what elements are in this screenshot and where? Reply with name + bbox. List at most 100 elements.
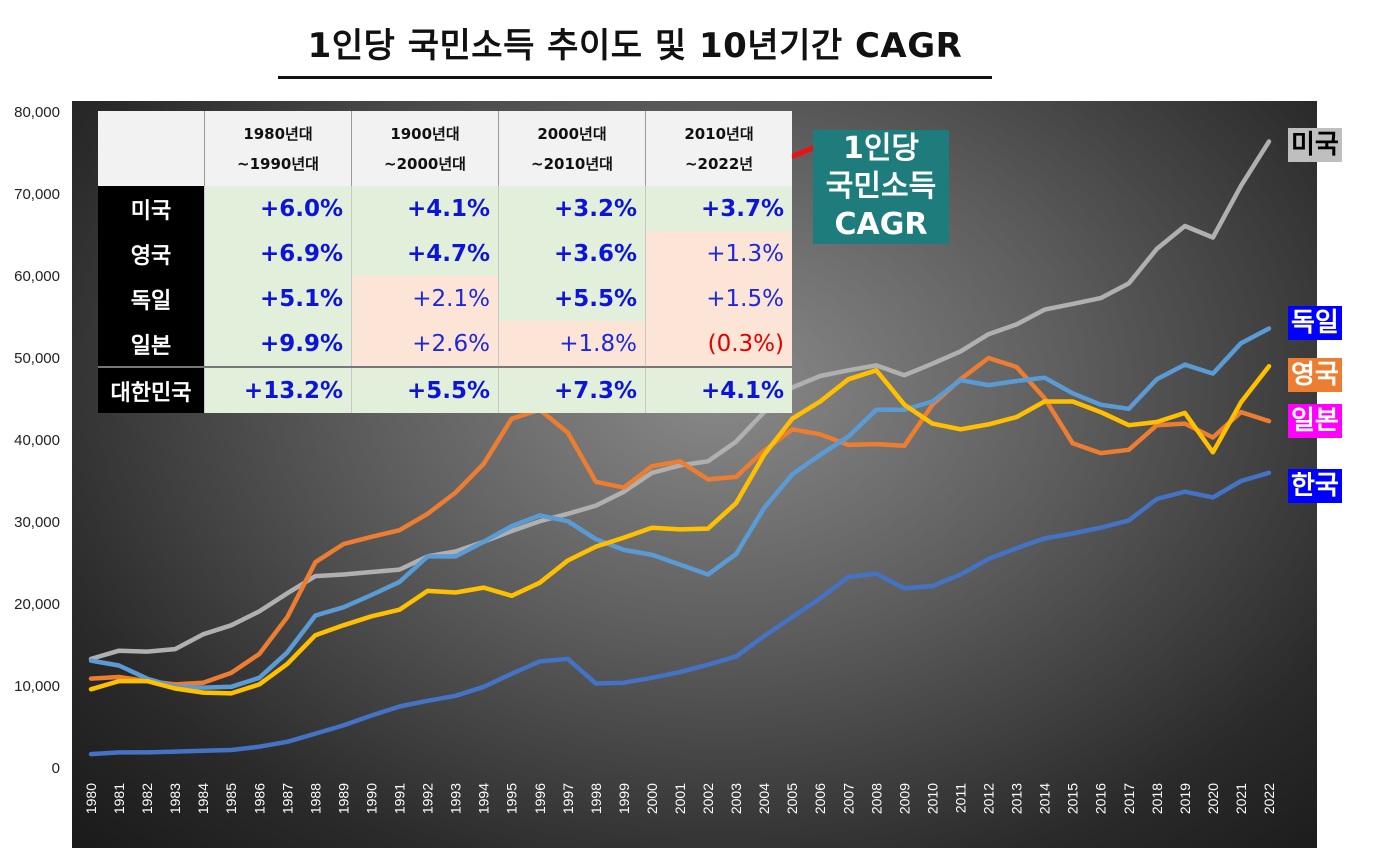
x-tick-label: 1986 (251, 783, 267, 814)
x-tick-label: 2009 (896, 783, 912, 814)
end-label-us: 미국 (1288, 128, 1342, 162)
annotation-line: 국민소득 (825, 169, 937, 204)
header-line: ~2010년대 (531, 154, 613, 173)
x-tick-label: 2001 (672, 783, 688, 814)
table-header-cell: 2010년대 ~2022년 (645, 111, 792, 186)
header-line: ~2000년대 (384, 154, 466, 173)
y-tick-label: 60,000 (14, 268, 60, 285)
table-header-cell: 1980년대 ~1990년대 (204, 111, 352, 186)
y-tick-label: 70,000 (14, 186, 60, 203)
table-cell: +7.3% (498, 366, 646, 413)
x-tick-label: 1988 (307, 783, 323, 814)
x-tick-label: 2020 (1205, 783, 1221, 814)
x-tick-label: 2010 (924, 783, 940, 814)
table-cell: +5.5% (351, 366, 499, 413)
series-lines (88, 139, 1272, 757)
title-underline (278, 76, 992, 79)
x-tick-label: 1981 (111, 783, 127, 814)
x-tick-label: 2012 (981, 783, 997, 814)
x-tick-label: 1998 (588, 783, 604, 814)
table-cell: (0.3%) (645, 321, 792, 367)
x-tick-label: 1992 (420, 783, 436, 814)
x-tick-label: 2007 (840, 783, 856, 814)
end-label-korea: 한국 (1288, 469, 1342, 503)
x-tick-label: 2004 (756, 783, 772, 814)
row-label: 독일 (98, 276, 205, 321)
x-tick-label: 2016 (1093, 783, 1109, 814)
table-header-row: 1980년대 ~1990년대 1900년대 ~2000년대 2000년대 ~2010년… (98, 111, 792, 186)
table-cell: +5.5% (498, 276, 646, 321)
table-cell: +4.7% (351, 231, 499, 276)
x-tick-label: 2015 (1065, 783, 1081, 814)
table-cell: +4.1% (351, 186, 499, 231)
x-tick-label: 2000 (644, 783, 660, 814)
table-cell: +1.8% (498, 321, 646, 367)
x-tick-label: 1982 (139, 783, 155, 814)
series-line-영국 (88, 355, 1272, 687)
y-tick-label: 20,000 (14, 596, 60, 613)
x-tick-label: 2019 (1177, 783, 1193, 814)
x-tick-label: 1991 (392, 783, 408, 814)
series-line-한국 (88, 470, 1272, 757)
x-tick-label: 1984 (195, 783, 211, 814)
table-header-cell: 2000년대 ~2010년대 (498, 111, 646, 186)
header-line: ~1990년대 (237, 154, 319, 173)
header-line: ~2022년 (684, 154, 754, 173)
table-cell: +3.6% (498, 231, 646, 276)
x-tick-label: 2013 (1009, 783, 1025, 814)
y-tick-label: 30,000 (14, 514, 60, 531)
y-tick-label: 80,000 (14, 104, 60, 121)
x-tick-label: 1993 (448, 783, 464, 814)
table-cell: +1.3% (645, 231, 792, 276)
table-cell: +1.5% (645, 276, 792, 321)
cagr-annotation-box: 1인당 국민소득 CAGR (813, 130, 949, 244)
y-tick-label: 50,000 (14, 350, 60, 367)
x-tick-label: 1987 (279, 783, 295, 814)
x-tick-label: 1994 (476, 783, 492, 814)
header-line: 1900년대 (390, 124, 460, 143)
x-tick-label: 1996 (532, 783, 548, 814)
row-label: 대한민국 (98, 366, 205, 413)
y-tick-label: 40,000 (14, 432, 60, 449)
x-tick-label: 1980 (83, 783, 99, 814)
header-line: 1980년대 (243, 124, 313, 143)
x-tick-label: 2014 (1037, 783, 1053, 814)
series-line-일본 (88, 363, 1272, 696)
row-label: 일본 (98, 321, 205, 367)
x-tick-label: 1995 (504, 783, 520, 814)
table-cell: +4.1% (645, 366, 792, 413)
table-cell: +9.9% (204, 321, 352, 367)
series-line-독일 (88, 326, 1272, 690)
table-cell: +3.7% (645, 186, 792, 231)
header-line: 2010년대 (684, 124, 754, 143)
end-label-uk: 영국 (1288, 358, 1342, 392)
table-row: 독일 +5.1% +2.1% +5.5% +1.5% (98, 276, 792, 321)
annotation-line: 1인당 (842, 131, 920, 166)
x-tick-label: 2017 (1121, 783, 1137, 814)
table-cell: +6.0% (204, 186, 352, 231)
x-tick-label: 1999 (616, 783, 632, 814)
table-cell: +3.2% (498, 186, 646, 231)
y-axis-ticks: 0 10,000 20,000 30,000 40,000 50,000 60,000 70,… (14, 104, 60, 777)
y-tick-label: 0 (52, 760, 60, 777)
table-row: 대한민국 +13.2% +5.5% +7.3% +4.1% (98, 366, 792, 413)
x-tick-label: 2022 (1261, 783, 1277, 814)
x-tick-label: 1989 (335, 783, 351, 814)
table-cell: +2.6% (351, 321, 499, 367)
x-tick-label: 1997 (560, 783, 576, 814)
x-tick-label: 2002 (700, 783, 716, 814)
x-tick-label: 2021 (1233, 783, 1249, 814)
x-tick-label: 1985 (223, 783, 239, 814)
x-tick-label: 2018 (1149, 783, 1165, 814)
end-label-japan: 일본 (1288, 404, 1342, 438)
x-tick-label: 1990 (363, 783, 379, 814)
table-cell: +2.1% (351, 276, 499, 321)
chart-title: 1인당 국민소득 추이도 및 10년기간 CAGR (307, 26, 963, 66)
x-axis-ticks: 1980 1981 1982 1983 1984 1985 1986 1987 1988 1989… (83, 783, 1277, 814)
x-tick-label: 1983 (167, 783, 183, 814)
table-cell: +5.1% (204, 276, 352, 321)
table-cell: +13.2% (204, 366, 352, 413)
row-label: 미국 (98, 186, 205, 231)
series-line-미국 (88, 139, 1272, 662)
